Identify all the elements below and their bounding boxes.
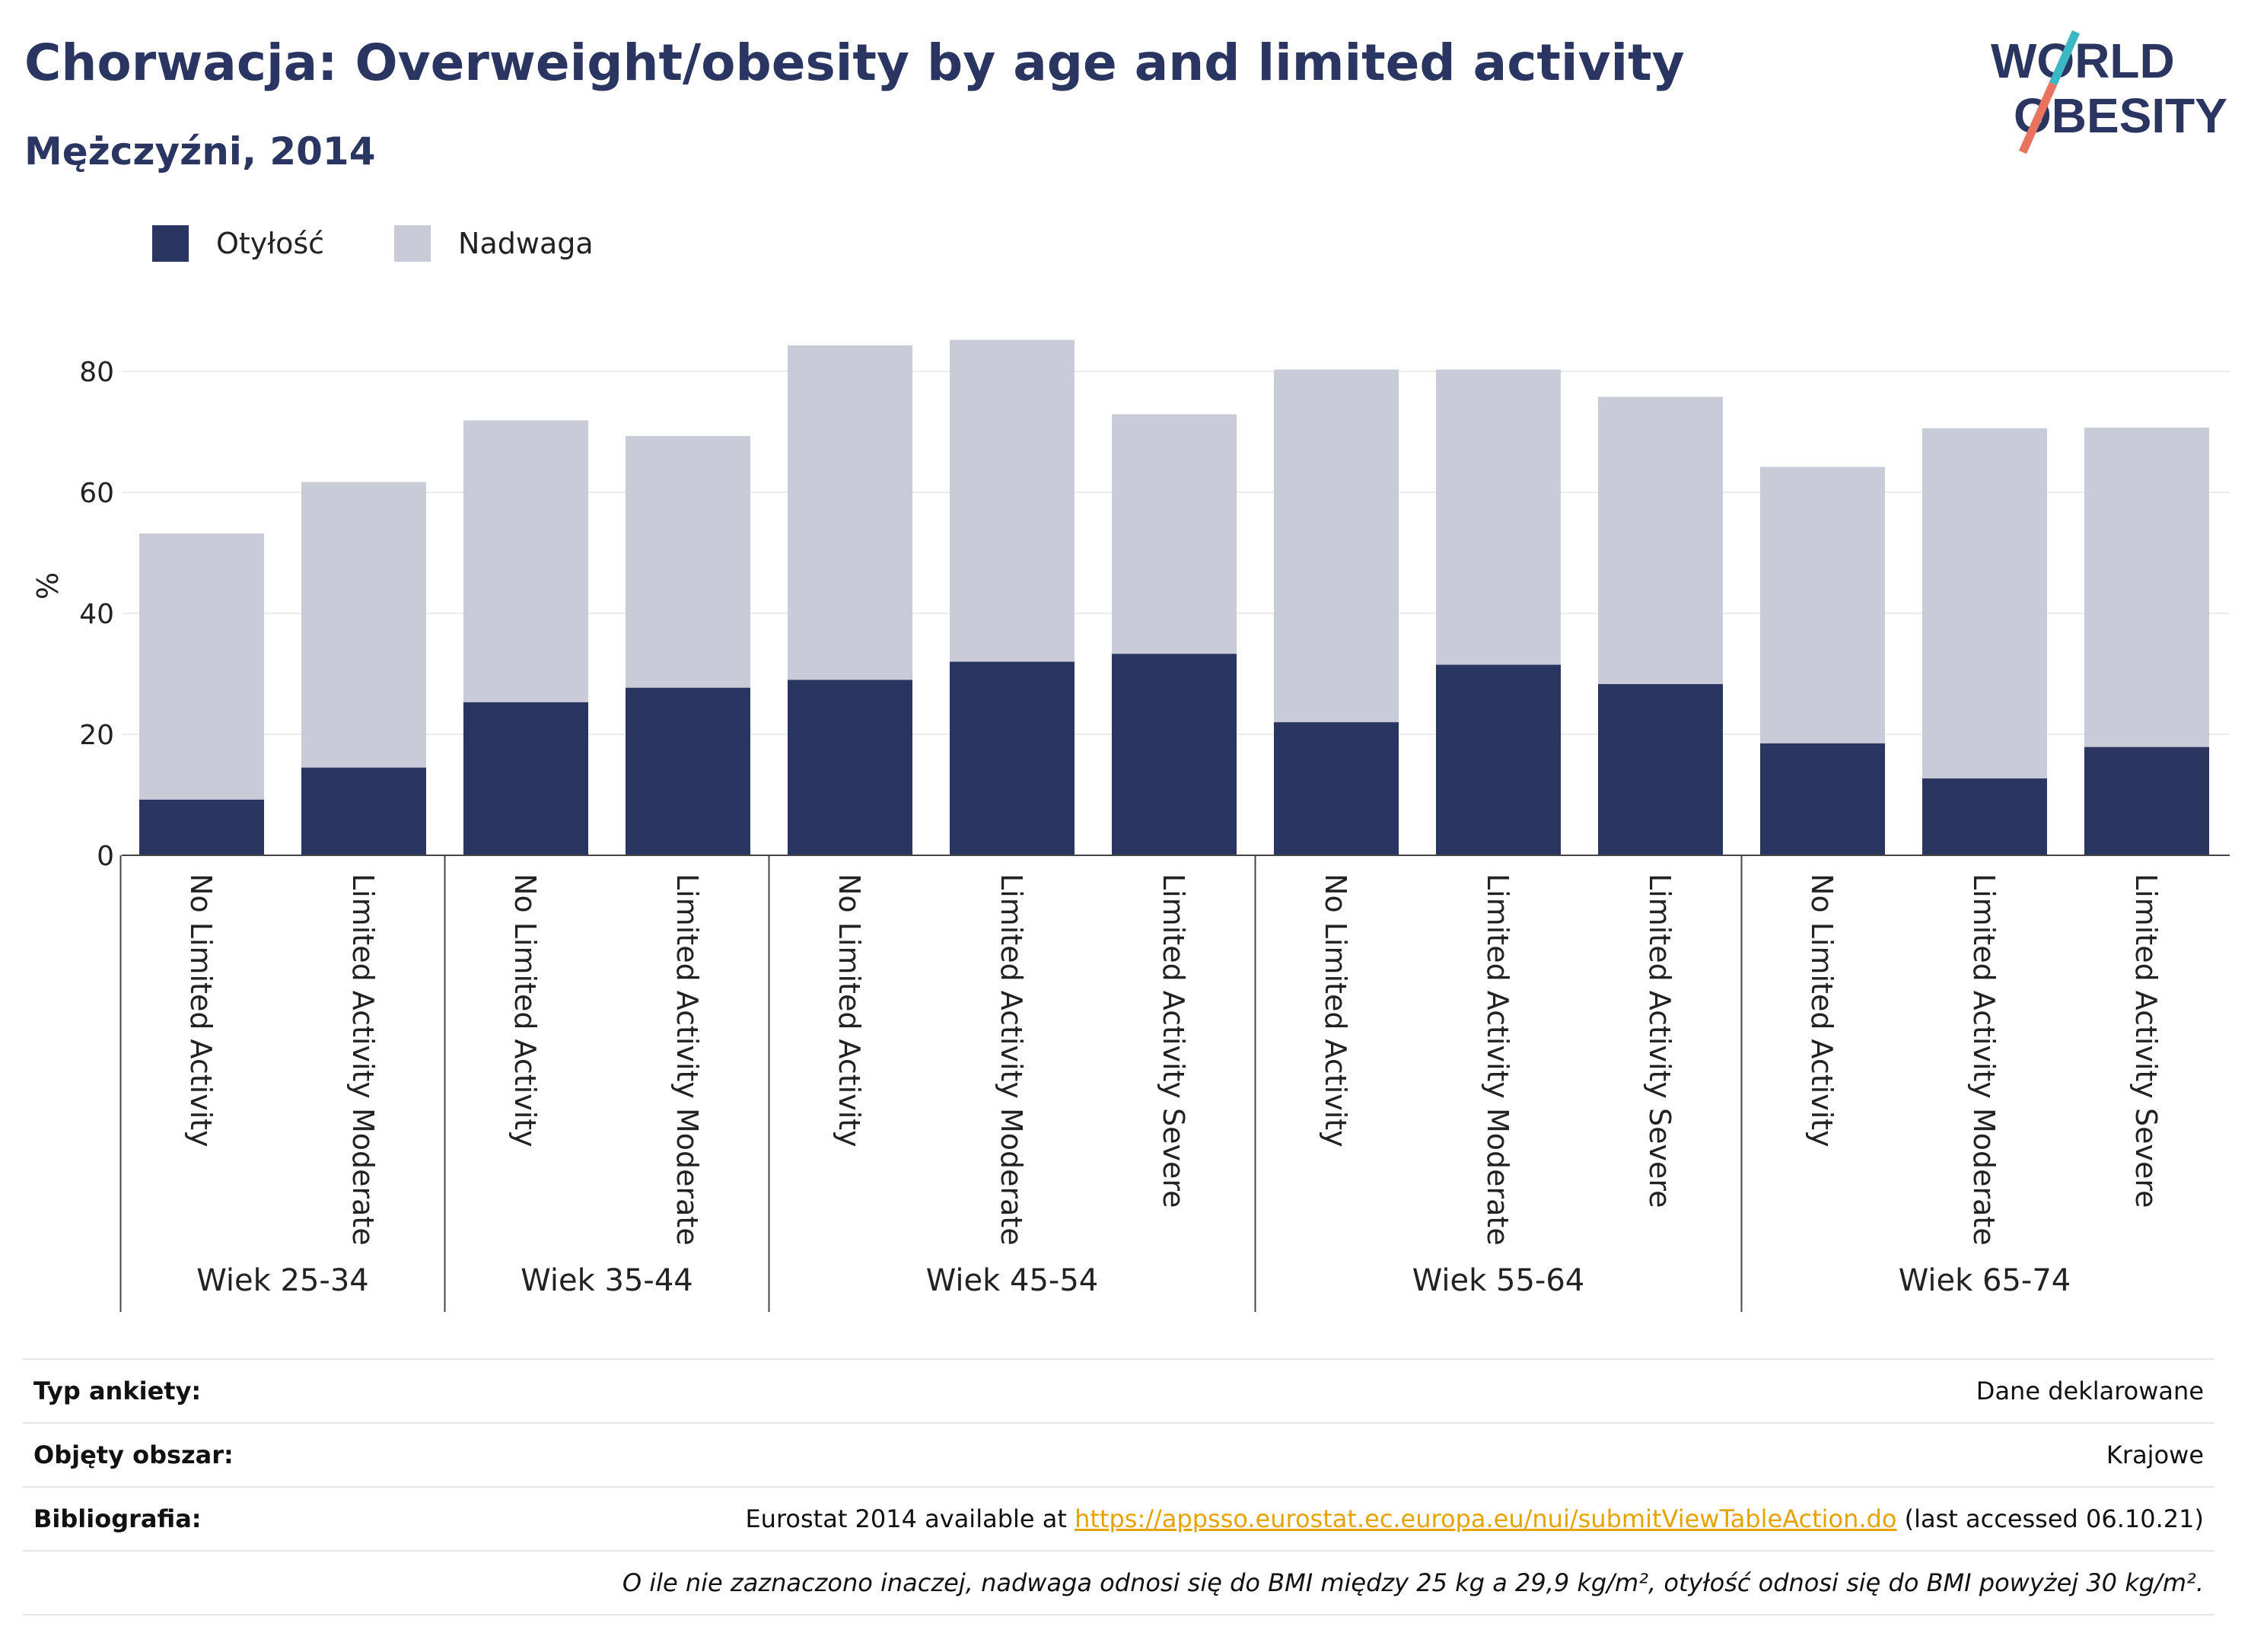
bar-obesity [301, 767, 426, 855]
bar-overweight [1760, 466, 1885, 743]
chart-title: Chorwacja: Overweight/obesity by age and… [24, 33, 1685, 92]
y-tick-label: 80 [79, 357, 114, 388]
survey-value: Dane deklarowane [1976, 1377, 2204, 1405]
bar-overweight [1112, 414, 1237, 654]
legend-swatch-obesity [152, 225, 189, 262]
bar-obesity [1112, 654, 1237, 855]
x-category-label: No Limited Activity [184, 874, 218, 1147]
legend: Otyłość Nadwaga [152, 225, 664, 262]
info-row-survey: Typ ankiety: Dane deklarowane [23, 1358, 2214, 1422]
bar-obesity [1274, 722, 1399, 855]
legend-item-overweight: Nadwaga [394, 225, 594, 262]
bar-overweight [1436, 369, 1561, 665]
bar-obesity [2084, 746, 2209, 855]
x-group-label: Wiek 55-64 [1412, 1263, 1585, 1298]
legend-item-obesity: Otyłość [152, 225, 324, 262]
logo-slash-teal [2049, 30, 2081, 86]
x-group-label: Wiek 35-44 [521, 1263, 693, 1298]
bar-overweight [1274, 369, 1399, 723]
y-tick-label: 20 [79, 720, 114, 751]
x-group-label: Wiek 45-54 [926, 1263, 1099, 1298]
y-tick-label: 40 [79, 599, 114, 630]
x-category-label: Limited Activity Moderate [995, 874, 1028, 1246]
x-category-label: Limited Activity Severe [2129, 874, 2163, 1208]
logo-slash-coral [2018, 81, 2058, 154]
info-row-note: O ile nie zaznaczono inaczej, nadwaga od… [23, 1550, 2214, 1615]
bar-overweight [301, 482, 426, 768]
x-category-label: Limited Activity Severe [1643, 874, 1676, 1208]
bar-overweight [1598, 396, 1723, 685]
bmi-note: O ile nie zaznaczono inaczej, nadwaga od… [622, 1568, 2204, 1597]
x-category-label: No Limited Activity [1805, 874, 1839, 1147]
x-group-label: Wiek 25-34 [196, 1263, 369, 1298]
x-category-label: Limited Activity Severe [1157, 874, 1190, 1208]
legend-label-obesity: Otyłość [216, 227, 325, 260]
bar-overweight [1922, 428, 2047, 779]
bar-obesity [1760, 743, 1885, 855]
x-category-label: Limited Activity Moderate [1967, 874, 2001, 1246]
bar-overweight [626, 436, 750, 688]
legend-swatch-overweight [394, 225, 431, 262]
bar-overweight [2084, 427, 2209, 747]
bibliography-link[interactable]: https://appsso.eurostat.ec.europa.eu/nui… [1075, 1504, 1897, 1533]
bar-obesity [1436, 664, 1561, 855]
legend-label-overweight: Nadwaga [458, 227, 594, 260]
info-table: Typ ankiety: Dane deklarowane Objęty obs… [23, 1358, 2214, 1615]
bar-overweight [950, 339, 1075, 662]
x-group-label: Wiek 65-74 [1899, 1263, 2071, 1298]
x-category-label: No Limited Activity [1319, 874, 1352, 1147]
y-tick-label: 0 [97, 841, 114, 872]
x-category-label: No Limited Activity [833, 874, 866, 1147]
info-row-area: Objęty obszar: Krajowe [23, 1422, 2214, 1486]
area-label: Objęty obszar: [33, 1440, 234, 1469]
y-tick-label: 60 [79, 478, 114, 509]
world-obesity-logo: WORLD OBESITY [1991, 30, 2227, 154]
survey-label: Typ ankiety: [33, 1377, 202, 1405]
x-category-label: Limited Activity Moderate [1481, 874, 1514, 1246]
bar-overweight [463, 420, 588, 702]
logo-word-world: WORLD [1991, 33, 2175, 88]
x-category-label: Limited Activity Moderate [346, 874, 380, 1246]
bibliography-label: Bibliografia: [33, 1504, 202, 1533]
info-row-bibliography: Bibliografia: Eurostat 2014 available at… [23, 1486, 2214, 1550]
bar-overweight [139, 533, 264, 800]
bar-obesity [1598, 684, 1723, 855]
x-category-label: Limited Activity Moderate [670, 874, 704, 1246]
y-axis-label: % [31, 572, 65, 600]
x-category-label: No Limited Activity [508, 874, 542, 1147]
bar-overweight [788, 345, 912, 680]
bibliography-suffix: (last accessed 06.10.21) [1896, 1504, 2204, 1533]
area-value: Krajowe [2106, 1440, 2204, 1469]
bar-obesity [626, 687, 750, 855]
bar-obesity [1922, 778, 2047, 855]
bar-obesity [788, 680, 912, 855]
bibliography-value: Eurostat 2014 available at https://appss… [745, 1504, 2204, 1533]
stacked-bar-chart: 0 20 40 60 80% No Limited Activity Limited Act… [31, 339, 2230, 1312]
bar-obesity [463, 702, 588, 855]
bibliography-prefix: Eurostat 2014 available at [745, 1504, 1075, 1533]
bar-obesity [950, 661, 1075, 855]
chart-subtitle: Mężczyźni, 2014 [24, 129, 376, 173]
bar-obesity [139, 799, 264, 855]
